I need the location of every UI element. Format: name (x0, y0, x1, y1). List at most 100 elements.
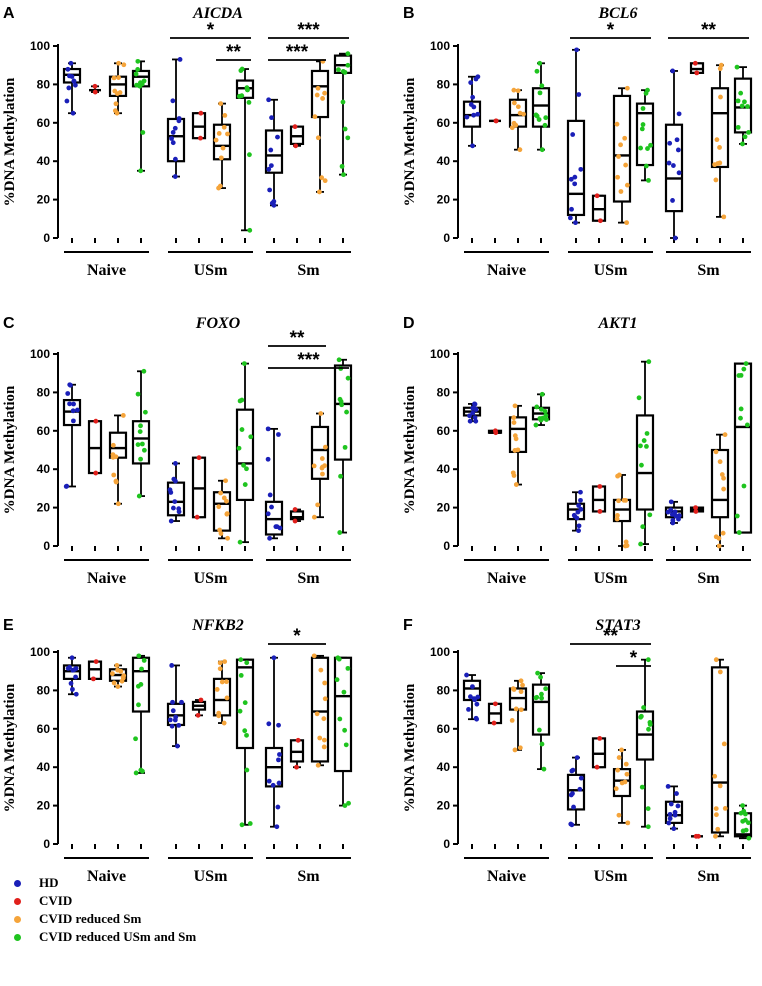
data-point (715, 826, 721, 832)
data-point (623, 539, 629, 545)
data-point (277, 525, 283, 531)
data-point (116, 60, 122, 66)
y-tick-label: 100 (430, 645, 450, 659)
data-point (473, 418, 479, 424)
legend-label: CVID reduced Sm (39, 911, 142, 926)
data-point (738, 90, 744, 96)
data-point (93, 418, 99, 424)
chart-panel-f: F STAT3 0 20 40 60 80 100 %DNA Methylation Naive U… (402, 617, 753, 885)
data-point (69, 655, 75, 661)
data-point (598, 218, 603, 224)
box-iqr (235, 408, 255, 502)
box-usm-0 (166, 461, 186, 524)
data-point (339, 163, 345, 169)
data-point (317, 189, 322, 195)
data-point (312, 114, 318, 120)
data-point (225, 131, 230, 137)
box-usm-1 (191, 110, 207, 141)
data-point (136, 702, 141, 708)
data-point (717, 669, 723, 675)
data-point (220, 145, 226, 151)
box-usm-1 (191, 455, 207, 520)
y-axis-label: %DNA Methylation (402, 77, 418, 206)
data-point (92, 83, 98, 89)
sig-label: * (207, 20, 215, 41)
box-iqr (310, 425, 330, 480)
data-point (322, 444, 328, 450)
data-point (470, 143, 475, 149)
data-point (578, 489, 583, 495)
data-point (740, 828, 746, 834)
box-usm-0 (166, 57, 186, 179)
data-point (714, 137, 720, 143)
data-point (623, 761, 629, 767)
data-point (543, 413, 549, 418)
panel-letter: A (3, 5, 15, 22)
data-point (111, 680, 117, 686)
data-point (693, 833, 699, 839)
data-point (538, 674, 543, 680)
data-point (667, 140, 673, 146)
box-naive-1 (487, 428, 503, 436)
data-point (568, 176, 574, 182)
box-naive-0 (462, 672, 482, 722)
data-point (116, 75, 121, 80)
data-point (533, 695, 539, 701)
panel-title: NFKB2 (191, 617, 244, 634)
data-point (544, 417, 549, 423)
y-tick-label: 40 (437, 462, 451, 476)
box-usm-2 (612, 747, 632, 826)
data-point (320, 96, 326, 101)
data-point (641, 705, 647, 710)
data-point (237, 539, 243, 545)
box-naive-3 (131, 58, 151, 174)
data-point (139, 441, 145, 447)
data-point (224, 511, 230, 517)
data-point (322, 680, 328, 686)
data-point (713, 177, 719, 183)
data-point (666, 160, 672, 166)
data-point (716, 535, 722, 541)
data-point (175, 743, 180, 749)
legend-dot-cvid (14, 897, 21, 905)
data-point (315, 135, 321, 141)
box-naive-1 (87, 418, 103, 476)
data-point (268, 147, 274, 153)
box-iqr (310, 69, 330, 119)
data-point (513, 482, 519, 487)
box-usm-3 (635, 657, 655, 830)
data-point (292, 518, 298, 524)
data-point (511, 420, 517, 425)
box-sm-2 (710, 432, 730, 549)
data-point (336, 656, 342, 662)
y-tick-label: 60 (37, 116, 51, 130)
y-axis-label: %DNA Methylation (2, 683, 18, 812)
y-tick-label: 0 (443, 231, 450, 245)
group-label: Sm (697, 868, 720, 885)
data-point (340, 99, 346, 105)
data-point (138, 423, 143, 429)
data-point (141, 447, 147, 453)
data-point (521, 111, 526, 117)
data-point (746, 129, 751, 135)
data-point (342, 803, 348, 808)
y-tick-label: 100 (30, 39, 50, 53)
data-point (594, 764, 600, 770)
data-point (738, 415, 743, 421)
data-point (342, 126, 348, 132)
y-tick-label: 0 (443, 837, 450, 851)
data-point (538, 406, 544, 412)
data-point (571, 804, 576, 810)
data-point (345, 62, 351, 68)
y-tick-label: 60 (437, 424, 451, 438)
data-point (638, 443, 643, 449)
data-point (470, 410, 476, 416)
data-point (578, 166, 584, 172)
data-point (511, 687, 517, 692)
data-point (515, 104, 521, 110)
sig-label: *** (297, 20, 320, 41)
legend-item-cvid: CVID (14, 892, 196, 910)
box-sm-3 (733, 803, 753, 841)
box-naive-1 (87, 659, 103, 682)
data-point (472, 415, 478, 420)
